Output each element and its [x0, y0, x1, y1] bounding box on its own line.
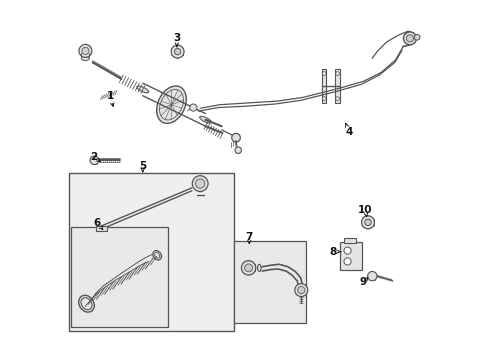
- Circle shape: [336, 97, 339, 100]
- Circle shape: [298, 287, 305, 294]
- Circle shape: [82, 47, 89, 54]
- Circle shape: [79, 44, 92, 57]
- Circle shape: [242, 261, 256, 275]
- Circle shape: [235, 147, 242, 153]
- Circle shape: [192, 176, 208, 192]
- Circle shape: [344, 247, 351, 254]
- Circle shape: [245, 264, 252, 272]
- Text: 1: 1: [107, 91, 114, 101]
- Circle shape: [171, 45, 184, 58]
- Text: 5: 5: [139, 161, 147, 171]
- Ellipse shape: [199, 116, 212, 123]
- Circle shape: [403, 32, 416, 45]
- Text: 7: 7: [245, 232, 253, 242]
- Circle shape: [90, 156, 98, 165]
- Bar: [322, 69, 326, 103]
- Circle shape: [344, 258, 351, 265]
- Ellipse shape: [79, 295, 94, 312]
- Text: 2: 2: [90, 152, 98, 162]
- Circle shape: [336, 72, 339, 75]
- Circle shape: [174, 48, 181, 55]
- Bar: [335, 69, 340, 103]
- Ellipse shape: [153, 251, 162, 260]
- Bar: [69, 173, 234, 330]
- Bar: [71, 226, 168, 327]
- Ellipse shape: [157, 86, 186, 123]
- Ellipse shape: [81, 55, 89, 60]
- Ellipse shape: [258, 264, 261, 271]
- Circle shape: [322, 97, 326, 100]
- Bar: [343, 238, 356, 243]
- Circle shape: [368, 271, 377, 281]
- Circle shape: [232, 134, 240, 142]
- Circle shape: [295, 284, 308, 297]
- Circle shape: [414, 35, 420, 40]
- Text: 10: 10: [358, 206, 372, 216]
- Circle shape: [190, 104, 197, 111]
- Text: 9: 9: [360, 277, 367, 287]
- Text: 3: 3: [173, 33, 180, 43]
- Circle shape: [406, 35, 414, 42]
- Text: 8: 8: [329, 247, 337, 257]
- Circle shape: [365, 219, 371, 226]
- Bar: [96, 226, 107, 231]
- Circle shape: [196, 179, 205, 188]
- Text: 6: 6: [94, 218, 101, 228]
- Circle shape: [322, 72, 326, 75]
- Text: 4: 4: [345, 127, 353, 136]
- Ellipse shape: [137, 86, 148, 93]
- Circle shape: [362, 216, 374, 229]
- Bar: [234, 241, 306, 323]
- Bar: [340, 242, 362, 270]
